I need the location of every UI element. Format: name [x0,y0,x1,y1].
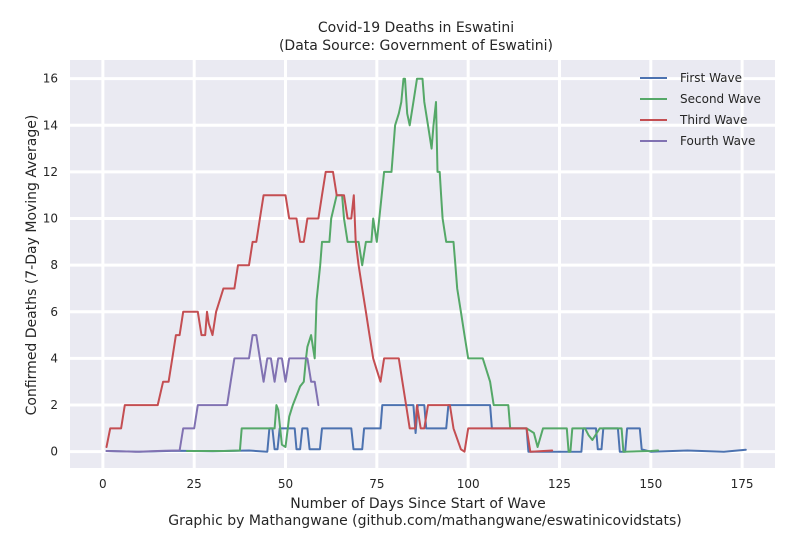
x-tick-label: 50 [278,477,293,491]
tick-labels: 0 25 50 75 100 125 150 175 0 2 4 6 8 10 12 14 16 [43,72,754,491]
y-tick-label: 10 [43,212,58,226]
series-line-1 [105,404,747,453]
chart-subtitle: (Data Source: Government of Eswatini) [279,38,553,54]
y-tick-label: 8 [50,258,58,272]
x-axis-label: Number of Days Since Start of Wave [290,496,545,512]
x-tick-label: 0 [99,477,107,491]
legend-label: Second Wave [680,92,761,106]
legend-label: Fourth Wave [680,134,755,148]
series-line-3 [105,170,554,453]
y-tick-label: 12 [43,165,58,179]
y-tick-label: 16 [43,72,58,86]
x-tick-label: 175 [731,477,754,491]
x-tick-label: 125 [548,477,571,491]
chart-title: Covid-19 Deaths in Eswatini [318,20,514,36]
legend: First Wave Second Wave Third Wave Fourth Wa… [640,71,761,148]
x-tick-label: 150 [639,477,662,491]
x-tick-label: 100 [457,477,480,491]
y-tick-label: 4 [50,351,58,365]
y-tick-label: 14 [43,118,58,132]
chart-caption: Graphic by Mathangwane (github.com/matha… [168,513,682,529]
x-tick-label: 25 [187,477,202,491]
series-line-4 [105,334,320,453]
y-tick-label: 6 [50,305,58,319]
series-line-2 [185,77,660,453]
legend-label: First Wave [680,71,742,85]
y-tick-label: 2 [50,398,58,412]
x-tick-label: 75 [369,477,384,491]
y-axis-label: Confirmed Deaths (7-Day Moving Average) [24,115,40,416]
series [105,77,747,453]
legend-label: Third Wave [679,113,747,127]
y-tick-label: 0 [50,445,58,459]
